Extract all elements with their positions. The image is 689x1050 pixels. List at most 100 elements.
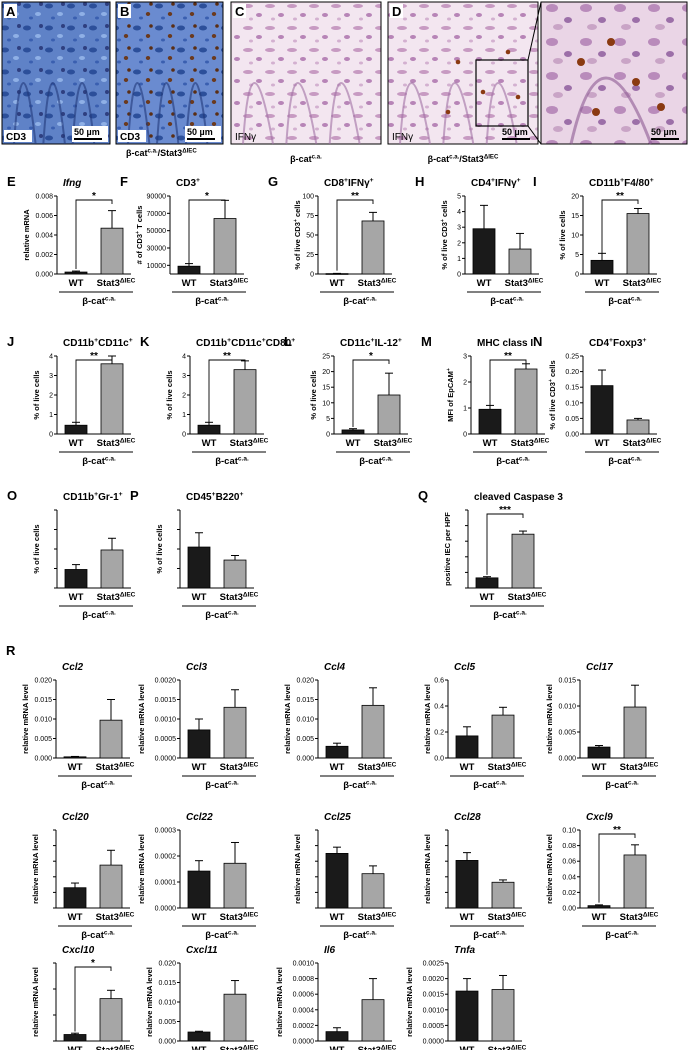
y-tick-label: 0 (575, 272, 579, 279)
y-axis-label: relative mRNA level (283, 684, 292, 754)
villus-outline (485, 82, 518, 145)
bar-stat3 (233, 369, 257, 435)
bar-stat3 (100, 227, 124, 275)
chart-ccl4: Ccl4 0.000 0.005 0.010 0.015 0.020 relative mR… (283, 662, 397, 791)
chart-cd45-b220: P CD45+B220+ % of live cells WT Stat3ΔIEC β-c… (130, 488, 259, 621)
y-tick-label: 25 (322, 354, 330, 361)
x-category-label: Stat3ΔIEC (620, 911, 659, 923)
bar-stat3 (623, 706, 647, 759)
y-tick-label: 0.10 (562, 828, 576, 835)
y-tick-label: 0 (49, 432, 53, 439)
group-label: β-catc.a. (205, 929, 239, 941)
y-axis-label: % of live cells (165, 370, 174, 419)
y-axis-label: relative mRNA level (293, 834, 302, 904)
panel-letter: G (268, 174, 278, 189)
bar-wt (187, 546, 211, 589)
y-tick-label: 15 (571, 213, 579, 220)
y-axis-label: % of live cells (155, 524, 164, 573)
group-label: β-catc.a. (608, 295, 642, 307)
x-category-label: WT (68, 1045, 83, 1050)
y-tick-label: 0.0010 (423, 1007, 445, 1014)
x-category-label: Stat3ΔIEC (358, 277, 397, 289)
scale-bar-label: 50 µm (502, 127, 528, 137)
significance-stars: * (92, 191, 96, 202)
y-tick-label: 0.008 (35, 194, 53, 201)
chart-mhc-class-i: M MHC class I 0 1 2 3 MFI of EpCAM+ ** WT Stat3ΔI… (421, 334, 550, 467)
group-label: β-catc.a. (343, 779, 377, 791)
bar-stat3 (100, 549, 124, 589)
panel-letter: E (7, 174, 16, 189)
bar-stat3 (361, 704, 385, 759)
significance-bracket (598, 833, 636, 903)
bar-stat3 (213, 218, 237, 275)
y-tick-label: 3 (182, 373, 186, 380)
bar-wt (590, 385, 614, 435)
panel-letter: F (120, 174, 128, 189)
x-category-label: Stat3ΔIEC (97, 277, 136, 289)
ifng-positive-cell (455, 59, 461, 65)
significance-bracket (336, 199, 374, 271)
chart-title: Ccl4 (324, 662, 346, 673)
y-tick-label: 0.010 (558, 704, 576, 711)
chart-ccl3: Ccl3 0.0000 0.0005 0.0010 0.0015 0.0020 relati… (137, 662, 259, 791)
group-label: β-catc.a. (605, 929, 639, 941)
panel-letter: I (533, 174, 537, 189)
y-tick-label: 2 (49, 393, 53, 400)
bar-wt (587, 905, 611, 909)
chart-title: CD11b+F4/80+ (589, 177, 654, 189)
chart-title: CD4+Foxp3+ (589, 337, 646, 349)
x-category-label: WT (182, 278, 197, 289)
chart-title: Ccl2 (62, 662, 84, 673)
panel-letter: R (6, 643, 16, 658)
bar-wt (325, 853, 349, 909)
significance-stars: *** (499, 505, 511, 516)
y-tick-label: 0.20 (565, 369, 579, 376)
significance-stars: ** (613, 825, 621, 836)
chart-cd3: F CD3+ 10000 30000 50000 70000 90000# of CD3+ … (120, 174, 249, 307)
chart-title: Cxcl9 (586, 812, 613, 823)
x-category-label: Stat3ΔIEC (97, 591, 136, 603)
chart-ccl20: Ccl20 relative mRNA level WT Stat3ΔIEC β-cat… (31, 812, 135, 941)
x-category-label: WT (192, 1045, 207, 1050)
panel-letter: D (392, 4, 401, 19)
x-category-label: Stat3ΔIEC (623, 277, 662, 289)
villus-outline (242, 82, 274, 145)
y-axis-label: relative mRNA (22, 209, 31, 261)
group-label: β-catc.a. (490, 295, 524, 307)
micrograph-panel-b: B CD3 50 µm β-catc.a./Stat3ΔIEC (115, 1, 224, 158)
micrograph-image (230, 1, 382, 145)
y-axis-label: relative mRNA level (423, 684, 432, 754)
y-tick-label: 0.002 (35, 252, 53, 259)
x-category-label: WT (330, 762, 345, 773)
y-tick-label: 4 (49, 354, 53, 361)
y-axis-label: # of CD3+ T cells (135, 206, 144, 265)
bar-wt (64, 271, 88, 275)
chart-cd11b-cd11c: J CD11b+CD11c+ 0 1 2 3 4 % of live cells ** WT Sta… (7, 334, 136, 467)
x-category-label: WT (202, 438, 217, 449)
panel-letter: N (533, 334, 542, 349)
y-axis-label: % of live cells (32, 370, 41, 419)
bar-wt (341, 429, 365, 435)
significance-stars: ** (504, 351, 512, 362)
x-category-label: WT (68, 912, 83, 923)
chart-title: Ccl17 (586, 662, 613, 673)
bar-stat3 (514, 368, 538, 435)
x-category-label: Stat3ΔIEC (210, 277, 249, 289)
panel-letter-bg (118, 4, 131, 18)
scale-bar-label: 50 µm (187, 127, 213, 137)
y-tick-label: 0 (310, 272, 314, 279)
significance-bracket (74, 966, 112, 1032)
bar-wt (197, 424, 221, 435)
chart-ccl17: Ccl17 0.000 0.005 0.010 0.015 relative mRNA l… (545, 662, 659, 791)
bar-stat3 (223, 862, 247, 909)
y-tick-label: 0.0003 (155, 828, 177, 835)
x-category-label: WT (480, 592, 495, 603)
significance-stars: * (369, 351, 373, 362)
y-tick-label: 0.0000 (423, 1039, 445, 1046)
y-axis-label: relative mRNA level (423, 834, 432, 904)
ifng-positive-cell (505, 49, 511, 55)
bar-stat3 (511, 533, 535, 589)
group-label: β-catc.a. (496, 455, 530, 467)
bar-wt (455, 860, 479, 909)
